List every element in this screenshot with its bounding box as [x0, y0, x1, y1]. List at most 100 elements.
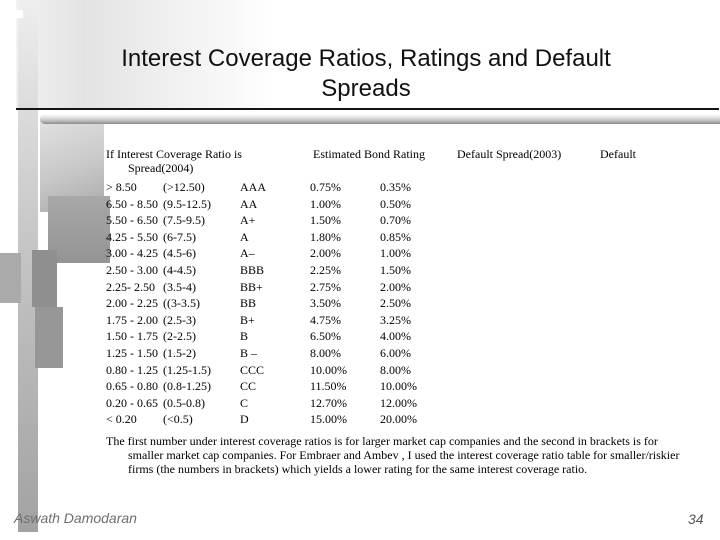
- cell-rating: AA: [240, 196, 258, 211]
- table-row: 2.00 - 2.25 ((3-3.5) BB 3.50% 2.50%: [0, 296, 720, 313]
- cell-rating: D: [240, 412, 249, 427]
- cell-rating: CC: [240, 379, 257, 394]
- cell-spread_2003: 0.75%: [310, 180, 341, 194]
- cell-ratio_small: (9.5-12.5): [163, 196, 211, 211]
- footnote-line: smaller market cap companies. For Embrae…: [128, 448, 680, 462]
- cell-spread_2003: 2.25%: [310, 263, 341, 277]
- cell-spread_2003: 6.50%: [310, 329, 341, 344]
- table-row: 2.25- 2.50 (3.5-4) BB+ 2.75% 2.00%: [0, 280, 720, 297]
- cell-ratio_large: 2.00 - 2.25: [106, 296, 158, 311]
- cell-ratio_large: > 8.50: [106, 180, 137, 194]
- cell-ratio_small: (<0.5): [163, 412, 193, 427]
- cell-rating: BBB: [240, 263, 265, 277]
- cell-ratio_small: (4-4.5): [163, 263, 196, 277]
- cell-rating: A+: [240, 213, 256, 228]
- table-row: > 8.50 (>12.50) AAA 0.75% 0.35%: [0, 180, 720, 197]
- cell-rating: CCC: [240, 362, 265, 377]
- cell-ratio_small: (4.5-6): [163, 246, 196, 261]
- table-row: 0.65 - 0.80 (0.8-1.25) CC 11.50% 10.00%: [0, 379, 720, 396]
- table-row: 3.00 - 4.25 (4.5-6) A– 2.00% 1.00%: [0, 246, 720, 263]
- cell-spread_2004: 0.85%: [380, 229, 411, 244]
- slide-title: Interest Coverage Ratios, Ratings and De…: [36, 44, 696, 104]
- title-3d-bar: [40, 114, 720, 124]
- decor-block-2: [48, 196, 110, 263]
- cell-ratio_small: (>12.50): [163, 180, 205, 194]
- cell-spread_2004: 12.00%: [380, 395, 417, 410]
- cell-spread_2003: 10.00%: [310, 362, 347, 377]
- cell-ratio_large: 2.25- 2.50: [106, 279, 155, 294]
- cell-ratio_small: (7.5-9.5): [163, 213, 205, 228]
- cell-spread_2003: 15.00%: [310, 412, 347, 427]
- cell-spread_2003: 11.50%: [310, 379, 347, 394]
- cell-ratio_small: (2-2.5): [163, 329, 196, 344]
- cell-rating: B+: [240, 312, 255, 327]
- cell-ratio_large: 0.80 - 1.25: [106, 362, 158, 377]
- cell-ratio_large: 1.25 - 1.50: [106, 346, 158, 360]
- table-row: < 0.20 (<0.5) D 15.00% 20.00%: [0, 412, 720, 429]
- cell-spread_2004: 0.50%: [380, 196, 411, 211]
- table-header-spread-2004: Default: [600, 147, 636, 161]
- cell-spread_2003: 8.00%: [310, 346, 341, 360]
- cell-rating: AAA: [240, 180, 266, 194]
- cell-spread_2004: 20.00%: [380, 412, 417, 427]
- cell-rating: BB: [240, 296, 257, 311]
- table-row: 1.75 - 2.00 (2.5-3) B+ 4.75% 3.25%: [0, 313, 720, 330]
- table-row: 4.25 - 5.50 (6-7.5) A 1.80% 0.85%: [0, 230, 720, 247]
- cell-ratio_small: (1.5-2): [163, 346, 196, 360]
- decor-block-3: [32, 250, 57, 307]
- table-row: 1.25 - 1.50 (1.5-2) B – 8.00% 6.00%: [0, 346, 720, 363]
- table-row: 0.80 - 1.25 (1.25-1.5) CCC 10.00% 8.00%: [0, 363, 720, 380]
- cell-ratio_small: (1.25-1.5): [163, 362, 211, 377]
- cell-ratio_large: 5.50 - 6.50: [106, 213, 158, 228]
- cell-spread_2004: 2.50%: [380, 296, 411, 311]
- table-row: 1.50 - 1.75 (2-2.5) B 6.50% 4.00%: [0, 329, 720, 346]
- cell-spread_2004: 4.00%: [380, 329, 411, 344]
- cell-ratio_small: (6-7.5): [163, 229, 196, 244]
- cell-ratio_large: 1.75 - 2.00: [106, 312, 158, 327]
- cell-ratio_large: 4.25 - 5.50: [106, 229, 158, 244]
- cell-ratio_large: 0.20 - 0.65: [106, 395, 158, 410]
- cell-spread_2004: 2.00%: [380, 279, 411, 294]
- footnote-line: firms (the numbers in brackets) which yi…: [128, 462, 588, 476]
- cell-rating: A: [240, 229, 249, 244]
- table-row: 5.50 - 6.50 (7.5-9.5) A+ 1.50% 0.70%: [0, 213, 720, 230]
- cell-rating: BB+: [240, 279, 263, 294]
- title-rule: [16, 108, 719, 110]
- cell-ratio_large: 6.50 - 8.50: [106, 196, 158, 211]
- decor-block-left-edge: [0, 253, 21, 303]
- cell-ratio_large: 1.50 - 1.75: [106, 329, 158, 344]
- cell-ratio_small: (0.5-0.8): [163, 395, 205, 410]
- cell-spread_2003: 1.50%: [310, 213, 341, 228]
- cell-rating: C: [240, 395, 249, 410]
- decor-vertical-bar: [18, 0, 38, 532]
- cell-ratio_large: 3.00 - 4.25: [106, 246, 158, 261]
- cell-spread_2004: 3.25%: [380, 312, 411, 327]
- cell-ratio_small: (0.8-1.25): [163, 379, 211, 394]
- table-header-ratio-wrap: Spread(2004): [128, 161, 194, 175]
- cell-ratio_large: < 0.20: [106, 412, 137, 427]
- slide-title-line2: Spreads: [321, 75, 411, 102]
- cell-ratio_small: (2.5-3): [163, 312, 196, 327]
- cell-ratio_small: (3.5-4): [163, 279, 196, 294]
- cell-spread_2003: 2.00%: [310, 246, 341, 261]
- cell-spread_2004: 0.35%: [380, 180, 411, 194]
- cell-spread_2004: 8.00%: [380, 362, 411, 377]
- cell-spread_2003: 12.70%: [310, 395, 347, 410]
- cell-rating: B –: [240, 346, 258, 360]
- table-row: 2.50 - 3.00 (4-4.5) BBB 2.25% 1.50%: [0, 263, 720, 280]
- footer-author: Aswath Damodaran: [14, 510, 137, 526]
- cell-spread_2004: 1.50%: [380, 263, 411, 277]
- cell-spread_2004: 10.00%: [380, 379, 417, 394]
- cell-ratio_large: 2.50 - 3.00: [106, 263, 158, 277]
- table-row: 0.20 - 0.65 (0.5-0.8) C 12.70% 12.00%: [0, 396, 720, 413]
- cell-spread_2004: 1.00%: [380, 246, 411, 261]
- cell-spread_2004: 6.00%: [380, 346, 411, 360]
- cell-rating: B: [240, 329, 249, 344]
- slide-title-line1: Interest Coverage Ratios, Ratings and De…: [121, 45, 611, 72]
- cell-ratio_small: ((3-3.5): [163, 296, 200, 311]
- footnote-line: The first number under interest coverage…: [106, 434, 658, 448]
- decor-title-band-fade: [84, 0, 274, 108]
- decor-white-notch: [8, 10, 23, 18]
- table-header-ratio: If Interest Coverage Ratio is: [106, 147, 242, 161]
